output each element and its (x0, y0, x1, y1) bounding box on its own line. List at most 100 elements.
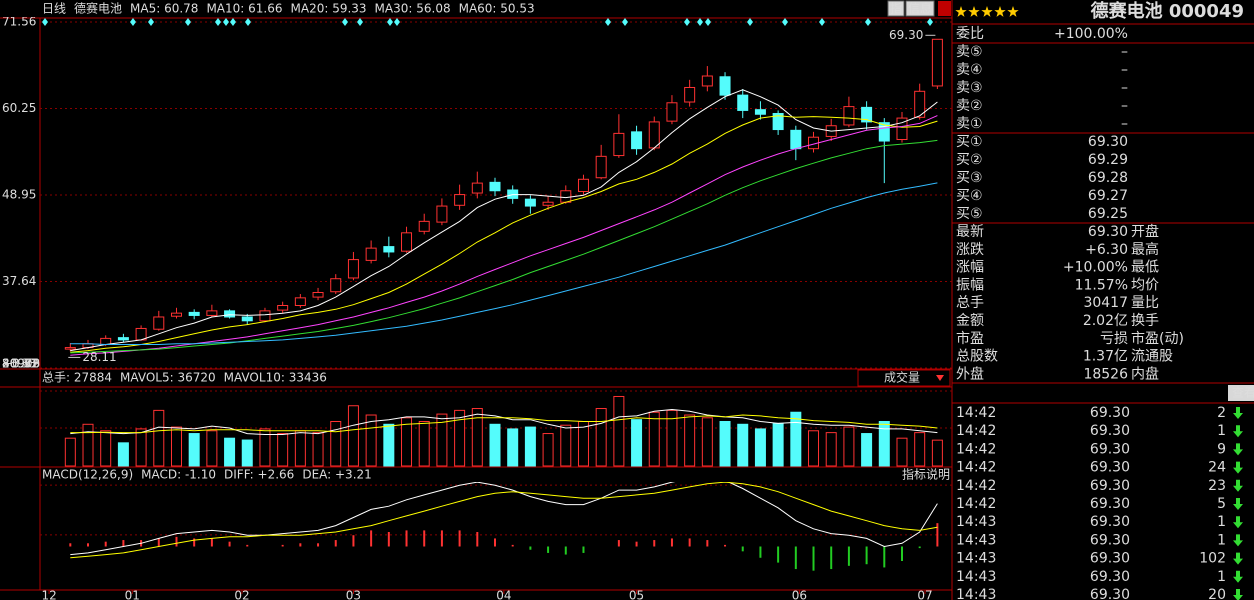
x-tick-label: 07 (917, 589, 932, 600)
volume-bar (808, 430, 820, 467)
quote-label: 买① (956, 134, 983, 150)
trade-volume: 1 (1217, 569, 1226, 585)
view-button-label[interactable]: 查看 (1232, 386, 1254, 400)
quote-label: 卖② (956, 98, 983, 114)
volume-bar (206, 430, 218, 467)
header-text: MA5: 60.78 (130, 2, 198, 16)
volume-bar (560, 424, 572, 467)
x-tick-label: 02 (234, 589, 249, 600)
down-arrow (1233, 534, 1243, 547)
volume-bar (861, 433, 873, 467)
down-arrow (1233, 407, 1243, 419)
candle-body (188, 311, 200, 316)
volume-selector-label[interactable]: 成交量 (884, 370, 920, 385)
candle-body (347, 259, 359, 279)
quote-label: 总手 (956, 295, 984, 311)
y-tick-label: 48.95 (2, 187, 36, 201)
signal-marker (622, 18, 628, 26)
trade-time: 14:43 (956, 532, 996, 548)
volume-bar (153, 409, 165, 467)
x-tick-label: 05 (629, 589, 644, 600)
candle-body (542, 201, 554, 206)
volume-bar (188, 433, 200, 467)
volume-bar (117, 442, 129, 467)
toolbar-button-label[interactable]: 信息 (908, 1, 932, 16)
quote-panel: 德赛电池 000049 委比 +100.00% 卖⑤ – 卖④ – 卖③ – 卖② – 卖① – 买① 69… (955, 0, 1254, 600)
quote-label: 买④ (956, 188, 983, 204)
candle-body (436, 205, 448, 223)
quote-label: 市盈 (956, 330, 984, 347)
indicator-help[interactable]: 指标说明 (902, 467, 950, 482)
header-text: MA60: 50.53 (459, 2, 535, 16)
y-tick-label: +0.72 (2, 357, 39, 371)
quote-value: – (1121, 62, 1128, 78)
trade-volume: 1 (1217, 532, 1226, 548)
candle-body (365, 247, 377, 261)
toolbar-button-label[interactable]: 指 (890, 1, 902, 16)
volume-bar (613, 395, 625, 467)
y-tick-label: 40979 (2, 357, 40, 371)
toolbar-button[interactable] (905, 0, 935, 17)
candle-body (64, 347, 76, 350)
quote-value: 18526 (1083, 366, 1128, 382)
candle-body (843, 106, 855, 126)
trade-time: 14:43 (956, 587, 996, 600)
trade-volume: 20 (1208, 587, 1226, 600)
toolbar-button[interactable] (887, 0, 905, 17)
candle-body (737, 94, 749, 111)
indicator-line (70, 115, 938, 353)
trade-price: 69.30 (1090, 514, 1130, 530)
quote-label: 振幅 (956, 277, 984, 293)
volume-bar (843, 426, 855, 467)
trade-time: 14:43 (956, 569, 996, 585)
trade-time: 14:42 (956, 496, 996, 512)
volume-bar (684, 414, 696, 467)
indicator-line (70, 481, 938, 559)
candle-body (418, 220, 430, 232)
volume-bar (330, 421, 342, 467)
rating-star (994, 6, 1006, 17)
down-arrow (1233, 425, 1243, 438)
quote-value: 1.37 (1083, 349, 1114, 365)
quote-label: 涨幅 (956, 260, 984, 276)
quote-value: +6.30 (1085, 242, 1128, 258)
trade-time: 14:42 (956, 460, 996, 476)
signal-marker (684, 18, 690, 26)
signal-marker (230, 18, 236, 26)
volume-bar (524, 426, 536, 467)
rating-star (981, 6, 993, 17)
down-arrow (1233, 498, 1243, 510)
header-text: MAVOL5: 36720 (120, 371, 216, 385)
candle-body (224, 310, 236, 318)
candle-body (330, 278, 342, 293)
rating-star (955, 6, 967, 17)
volume-selector[interactable] (857, 369, 951, 387)
quote-label: 买③ (956, 170, 983, 186)
quote-label: 最新 (956, 224, 984, 240)
indicator-line (70, 182, 938, 345)
trade-time: 14:42 (956, 478, 996, 494)
trade-volume: 5 (1217, 496, 1226, 512)
close-icon[interactable] (938, 1, 951, 16)
candle-body (648, 121, 660, 149)
signal-marker (245, 18, 251, 26)
quote-value: – (1121, 80, 1128, 96)
candle-body (117, 337, 129, 341)
volume-bar (754, 428, 766, 467)
down-arrow (1233, 516, 1243, 529)
header-bg (41, 370, 841, 386)
signal-marker (927, 18, 933, 26)
quote-value: 11.57% (1075, 277, 1128, 293)
down-arrow (1233, 589, 1243, 600)
y-tick-label: 80908 (2, 357, 40, 371)
trade-time: 14:43 (956, 514, 996, 530)
quote-label: 委比 (956, 26, 984, 42)
header-bg (41, 468, 741, 482)
view-button[interactable] (1228, 385, 1254, 401)
quote-value: 69.30 (1088, 134, 1128, 150)
quote-label: 最低 (1131, 260, 1159, 276)
quote-label: 买② (956, 152, 983, 168)
trade-time: 14:43 (956, 551, 996, 567)
quote-label: 涨跌 (956, 242, 984, 258)
